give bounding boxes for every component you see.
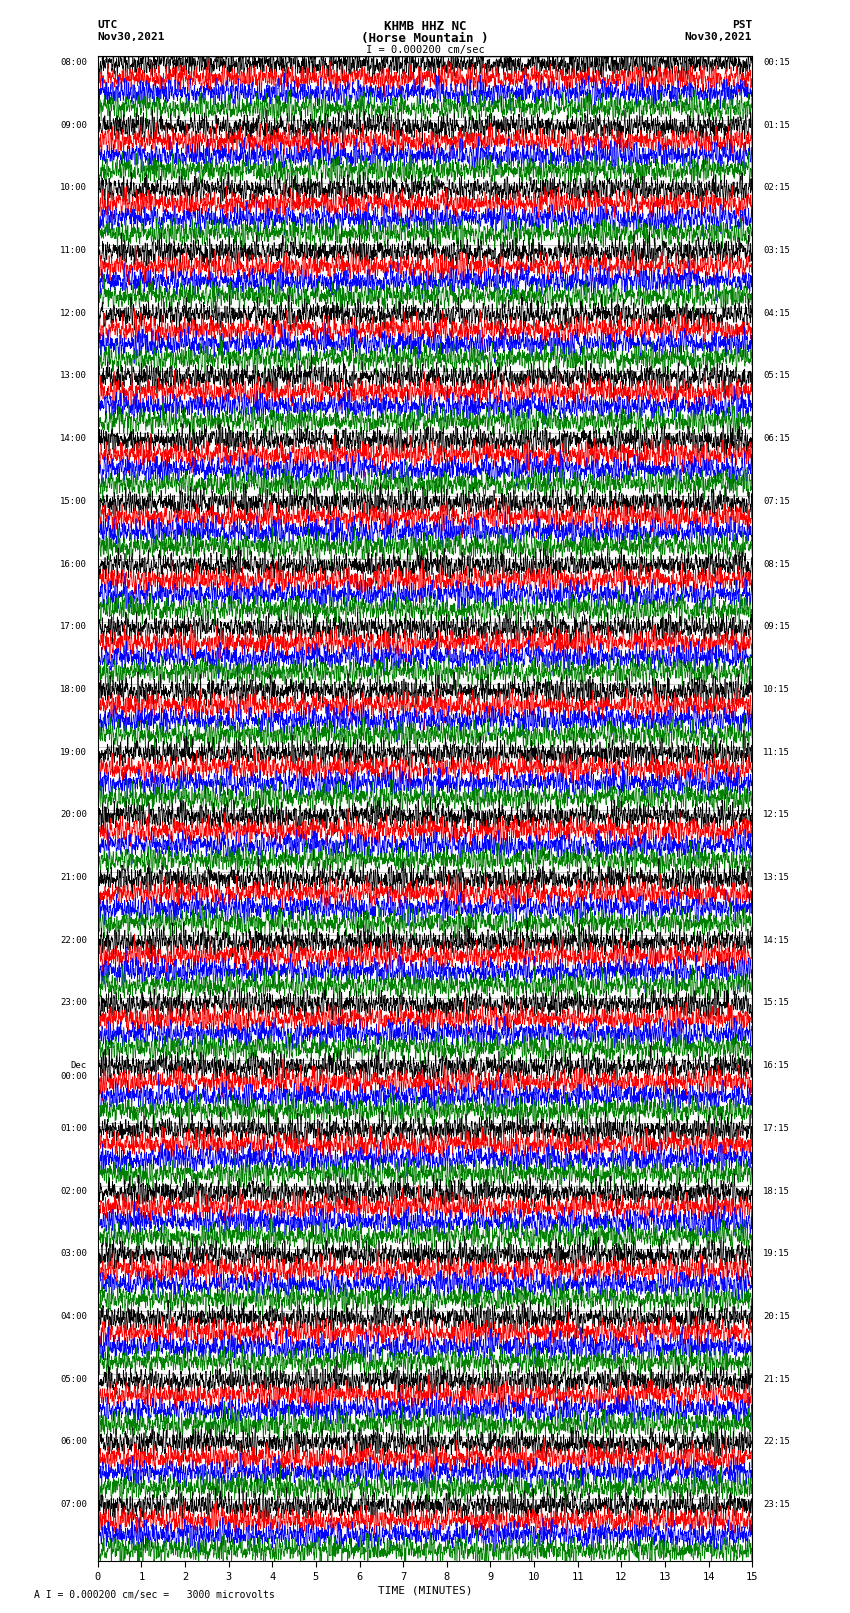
Text: 04:00: 04:00: [60, 1311, 87, 1321]
Text: 05:00: 05:00: [60, 1374, 87, 1384]
Text: 10:15: 10:15: [763, 686, 790, 694]
Text: 20:00: 20:00: [60, 810, 87, 819]
Text: 01:15: 01:15: [763, 121, 790, 129]
Text: 18:15: 18:15: [763, 1187, 790, 1195]
Text: 16:15: 16:15: [763, 1061, 790, 1069]
Text: 22:15: 22:15: [763, 1437, 790, 1447]
Text: 03:15: 03:15: [763, 247, 790, 255]
Text: 07:00: 07:00: [60, 1500, 87, 1510]
Text: 02:00: 02:00: [60, 1187, 87, 1195]
Text: 22:00: 22:00: [60, 936, 87, 945]
Text: 14:00: 14:00: [60, 434, 87, 444]
Text: Nov30,2021: Nov30,2021: [98, 32, 165, 42]
Text: 04:15: 04:15: [763, 308, 790, 318]
Text: 23:00: 23:00: [60, 998, 87, 1008]
Text: 16:00: 16:00: [60, 560, 87, 568]
Text: 09:00: 09:00: [60, 121, 87, 129]
Text: 15:00: 15:00: [60, 497, 87, 506]
Text: 06:00: 06:00: [60, 1437, 87, 1447]
Text: Dec
00:00: Dec 00:00: [60, 1061, 87, 1081]
Text: 20:15: 20:15: [763, 1311, 790, 1321]
Text: 13:00: 13:00: [60, 371, 87, 381]
Text: 12:15: 12:15: [763, 810, 790, 819]
Text: 21:15: 21:15: [763, 1374, 790, 1384]
Text: UTC: UTC: [98, 19, 118, 31]
Text: 21:00: 21:00: [60, 873, 87, 882]
Text: 00:15: 00:15: [763, 58, 790, 66]
Text: 02:15: 02:15: [763, 184, 790, 192]
Text: 15:15: 15:15: [763, 998, 790, 1008]
X-axis label: TIME (MINUTES): TIME (MINUTES): [377, 1586, 473, 1595]
Text: 17:15: 17:15: [763, 1124, 790, 1132]
Text: PST: PST: [732, 19, 752, 31]
Text: 23:15: 23:15: [763, 1500, 790, 1510]
Text: 19:00: 19:00: [60, 748, 87, 756]
Text: 01:00: 01:00: [60, 1124, 87, 1132]
Text: 08:00: 08:00: [60, 58, 87, 66]
Text: 12:00: 12:00: [60, 308, 87, 318]
Text: 14:15: 14:15: [763, 936, 790, 945]
Text: 18:00: 18:00: [60, 686, 87, 694]
Text: 09:15: 09:15: [763, 623, 790, 631]
Text: A I = 0.000200 cm/sec =   3000 microvolts: A I = 0.000200 cm/sec = 3000 microvolts: [34, 1590, 275, 1600]
Text: (Horse Mountain ): (Horse Mountain ): [361, 32, 489, 45]
Text: KHMB HHZ NC: KHMB HHZ NC: [383, 19, 467, 34]
Text: 10:00: 10:00: [60, 184, 87, 192]
Text: 17:00: 17:00: [60, 623, 87, 631]
Text: 19:15: 19:15: [763, 1250, 790, 1258]
Text: 11:00: 11:00: [60, 247, 87, 255]
Text: 11:15: 11:15: [763, 748, 790, 756]
Text: 08:15: 08:15: [763, 560, 790, 568]
Text: I = 0.000200 cm/sec: I = 0.000200 cm/sec: [366, 45, 484, 55]
Text: 03:00: 03:00: [60, 1250, 87, 1258]
Text: 07:15: 07:15: [763, 497, 790, 506]
Text: 06:15: 06:15: [763, 434, 790, 444]
Text: 13:15: 13:15: [763, 873, 790, 882]
Text: Nov30,2021: Nov30,2021: [685, 32, 752, 42]
Text: 05:15: 05:15: [763, 371, 790, 381]
